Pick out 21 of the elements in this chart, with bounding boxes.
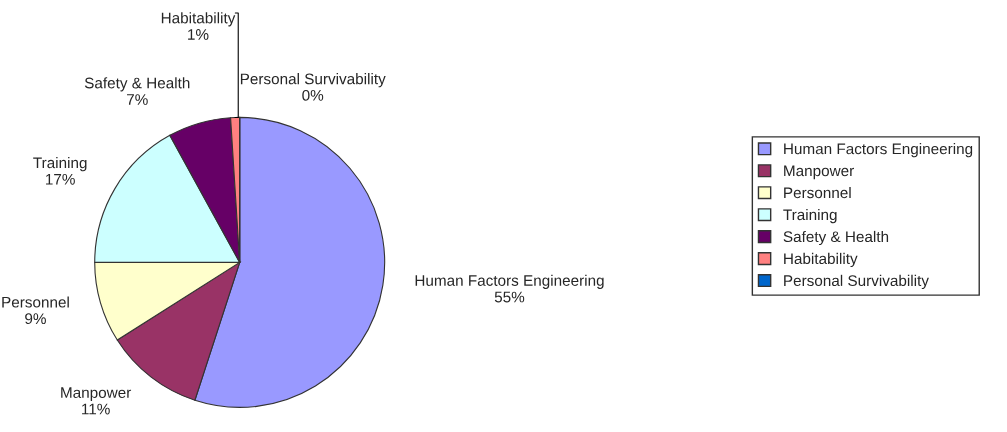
category-label: Personal Survivability bbox=[240, 73, 386, 88]
text: 0% bbox=[302, 89, 324, 101]
data-label: 55% bbox=[494, 291, 525, 303]
legend-label: Safety & Health bbox=[783, 230, 889, 246]
data-label: 17% bbox=[46, 173, 75, 185]
legend-label: Personnel bbox=[784, 186, 851, 199]
slice-label: Personnel bbox=[2, 296, 69, 308]
data-label: 1% bbox=[188, 29, 209, 40]
legend-label: Human Factors Engineering bbox=[784, 143, 973, 158]
legend-label: Training bbox=[783, 208, 837, 224]
legend-label: Habitability bbox=[784, 252, 858, 268]
legend-label: Manpower bbox=[784, 165, 854, 180]
data-label: 11% bbox=[82, 403, 110, 415]
slice-label: Habitability bbox=[161, 12, 236, 27]
data-label: 7% bbox=[127, 94, 148, 105]
data-label: 9% bbox=[25, 313, 46, 325]
legend-label: Personal Survivability bbox=[784, 274, 929, 290]
slice-label: Safety & Health bbox=[84, 77, 190, 92]
slice-label: Human Factors Engineering bbox=[415, 274, 604, 289]
slice-label: Manpower bbox=[61, 387, 132, 402]
slice-label: Training bbox=[33, 157, 87, 172]
